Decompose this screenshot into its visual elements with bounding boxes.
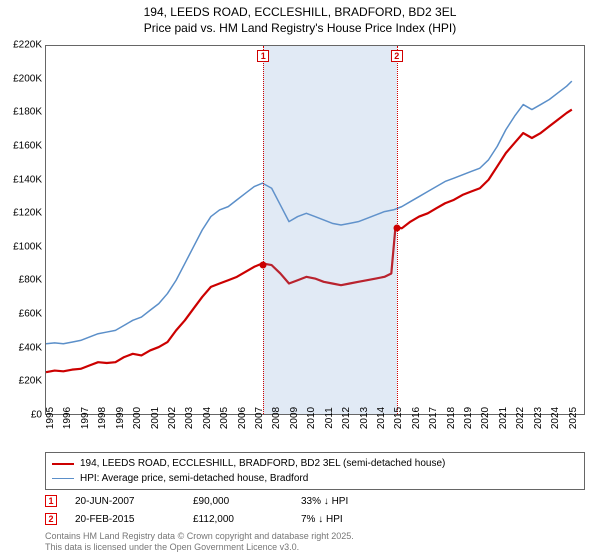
x-tick-label: 2020 xyxy=(480,407,491,429)
sale-row: 1 20-JUN-2007 £90,000 33% ↓ HPI xyxy=(45,492,585,510)
x-tick-label: 2001 xyxy=(150,407,161,429)
footer-line2: This data is licensed under the Open Gov… xyxy=(45,542,354,553)
chart-title: 194, LEEDS ROAD, ECCLESHILL, BRADFORD, B… xyxy=(0,0,600,36)
x-tick-label: 2004 xyxy=(202,407,213,429)
y-tick-label: £80K xyxy=(19,275,42,286)
sale-date: 20-FEB-2015 xyxy=(75,514,175,525)
sales-table: 1 20-JUN-2007 £90,000 33% ↓ HPI 2 20-FEB-2015… xyxy=(45,492,585,528)
shaded-period xyxy=(263,46,397,414)
y-tick-label: £200K xyxy=(13,73,42,84)
x-tick-label: 2013 xyxy=(359,407,370,429)
y-tick-label: £60K xyxy=(19,309,42,320)
x-tick-label: 2019 xyxy=(463,407,474,429)
x-tick-label: 2021 xyxy=(498,407,509,429)
legend-label: HPI: Average price, semi-detached house,… xyxy=(80,471,308,486)
sale-point xyxy=(393,224,400,231)
sale-point xyxy=(260,261,267,268)
sale-marker-box: 2 xyxy=(391,50,403,62)
chart-footer: Contains HM Land Registry data © Crown c… xyxy=(45,531,354,554)
x-tick-label: 2005 xyxy=(219,407,230,429)
y-tick-label: £100K xyxy=(13,241,42,252)
sale-marker-box: 1 xyxy=(257,50,269,62)
x-tick-label: 2017 xyxy=(428,407,439,429)
legend-item: HPI: Average price, semi-detached house,… xyxy=(52,471,578,486)
legend-item: 194, LEEDS ROAD, ECCLESHILL, BRADFORD, B… xyxy=(52,456,578,471)
legend-label: 194, LEEDS ROAD, ECCLESHILL, BRADFORD, B… xyxy=(80,456,445,471)
title-line2: Price paid vs. HM Land Registry's House … xyxy=(0,20,600,36)
x-tick-label: 2023 xyxy=(533,407,544,429)
x-tick-label: 2000 xyxy=(132,407,143,429)
sale-row-marker: 1 xyxy=(45,495,57,507)
x-tick-label: 2018 xyxy=(446,407,457,429)
sale-price: £90,000 xyxy=(193,496,283,507)
x-tick-label: 1998 xyxy=(97,407,108,429)
x-tick-label: 2025 xyxy=(568,407,579,429)
x-tick-label: 2016 xyxy=(411,407,422,429)
x-tick-label: 2008 xyxy=(271,407,282,429)
sale-row: 2 20-FEB-2015 £112,000 7% ↓ HPI xyxy=(45,510,585,528)
x-tick-label: 2006 xyxy=(237,407,248,429)
y-tick-label: £140K xyxy=(13,174,42,185)
sale-date: 20-JUN-2007 xyxy=(75,496,175,507)
y-tick-label: £220K xyxy=(13,40,42,51)
legend-swatch xyxy=(52,478,74,479)
x-tick-label: 2003 xyxy=(184,407,195,429)
x-tick-label: 1997 xyxy=(80,407,91,429)
y-tick-label: £180K xyxy=(13,107,42,118)
x-tick-label: 2007 xyxy=(254,407,265,429)
x-tick-label: 2022 xyxy=(515,407,526,429)
x-tick-label: 1996 xyxy=(62,407,73,429)
sale-marker-line xyxy=(263,46,264,414)
x-tick-label: 1995 xyxy=(45,407,56,429)
chart-plot-area: 12 xyxy=(45,45,585,415)
legend-swatch xyxy=(52,463,74,465)
sale-price: £112,000 xyxy=(193,514,283,525)
footer-line1: Contains HM Land Registry data © Crown c… xyxy=(45,531,354,542)
y-tick-label: £20K xyxy=(19,376,42,387)
x-tick-label: 2011 xyxy=(324,407,335,429)
x-tick-label: 2015 xyxy=(393,407,404,429)
sale-delta: 33% ↓ HPI xyxy=(301,496,391,507)
x-tick-label: 2012 xyxy=(341,407,352,429)
y-tick-label: £120K xyxy=(13,208,42,219)
x-tick-label: 2002 xyxy=(167,407,178,429)
y-tick-label: £0 xyxy=(31,410,42,421)
x-tick-label: 1999 xyxy=(115,407,126,429)
title-line1: 194, LEEDS ROAD, ECCLESHILL, BRADFORD, B… xyxy=(0,4,600,20)
sale-delta: 7% ↓ HPI xyxy=(301,514,391,525)
y-tick-label: £160K xyxy=(13,140,42,151)
x-tick-label: 2009 xyxy=(289,407,300,429)
y-tick-label: £40K xyxy=(19,342,42,353)
sale-row-marker: 2 xyxy=(45,513,57,525)
x-tick-label: 2010 xyxy=(306,407,317,429)
x-tick-label: 2024 xyxy=(550,407,561,429)
x-tick-label: 2014 xyxy=(376,407,387,429)
legend: 194, LEEDS ROAD, ECCLESHILL, BRADFORD, B… xyxy=(45,452,585,490)
